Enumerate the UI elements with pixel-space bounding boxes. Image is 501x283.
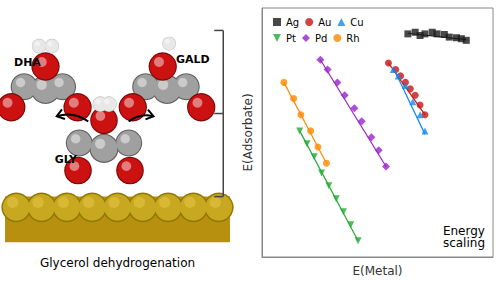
svg-text:Ag: Ag — [286, 17, 299, 28]
svg-text:E(Adsorbate): E(Adsorbate) — [241, 93, 255, 171]
svg-text:GALD: GALD — [176, 53, 210, 66]
svg-text:Pd: Pd — [315, 33, 327, 44]
svg-text:Pt: Pt — [286, 33, 296, 44]
svg-text:Rh: Rh — [346, 33, 359, 44]
svg-text:Energy: Energy — [442, 224, 485, 238]
svg-text:Glycerol dehydrogenation: Glycerol dehydrogenation — [40, 256, 195, 270]
svg-text:GLY: GLY — [55, 153, 78, 166]
svg-text:Au: Au — [318, 17, 331, 28]
svg-text:scaling: scaling — [443, 236, 485, 250]
svg-text:E(Metal): E(Metal) — [352, 264, 402, 278]
svg-text:Cu: Cu — [350, 17, 363, 28]
svg-text:DHA: DHA — [14, 56, 41, 69]
